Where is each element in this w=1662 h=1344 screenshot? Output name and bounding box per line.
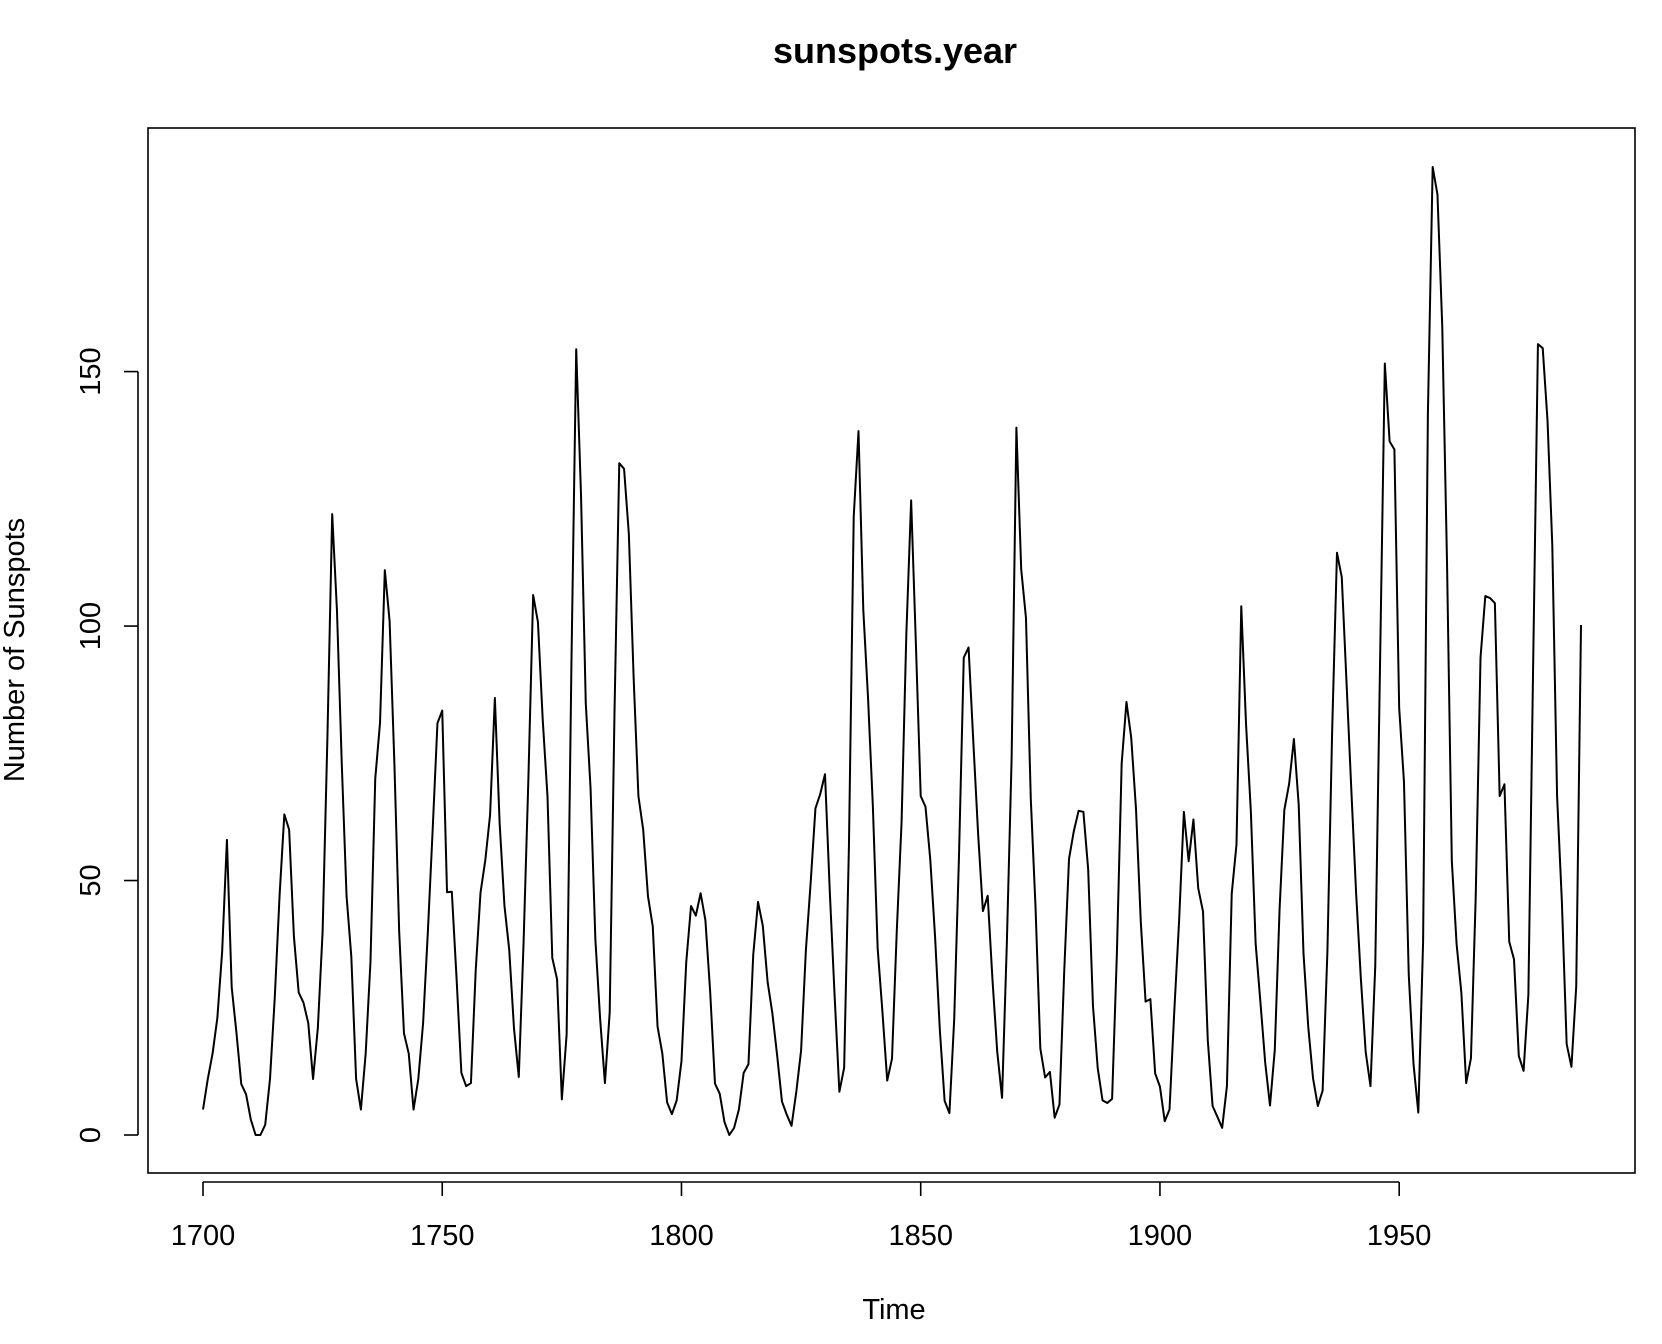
y-tick-label: 150 [75, 347, 107, 395]
y-tick-label: 50 [75, 864, 107, 896]
x-tick-label: 1950 [1367, 1220, 1432, 1252]
y-axis: 0 50 100 150 [75, 347, 139, 1143]
plot-area-frame [147, 127, 1636, 1174]
x-tick-label: 1900 [1128, 1220, 1193, 1252]
chart-title: sunspots.year [773, 30, 1017, 71]
y-tick-label: 0 [75, 1127, 107, 1143]
y-axis-label: Number of Sunspots [0, 518, 31, 782]
x-tick-label: 1800 [649, 1220, 714, 1252]
x-axis: 1700 1750 1800 1850 1900 1950 [171, 1181, 1432, 1252]
y-tick-label: 100 [75, 602, 107, 650]
x-tick-label: 1850 [888, 1220, 953, 1252]
series-line-sunspots [202, 166, 1582, 1136]
x-tick-label: 1750 [410, 1220, 475, 1252]
x-axis-label: Time [862, 1294, 925, 1326]
x-tick-label: 1700 [171, 1220, 236, 1252]
